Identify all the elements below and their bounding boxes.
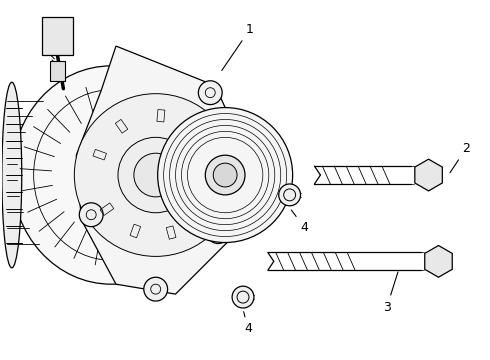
Circle shape xyxy=(205,155,245,195)
Ellipse shape xyxy=(2,82,22,268)
Bar xyxy=(188,214,200,228)
Bar xyxy=(205,149,219,160)
Bar xyxy=(100,203,114,215)
Bar xyxy=(49,61,65,81)
Circle shape xyxy=(144,277,168,301)
Bar xyxy=(205,190,219,201)
Text: 1: 1 xyxy=(222,23,254,71)
Circle shape xyxy=(79,203,103,227)
Text: 3: 3 xyxy=(383,272,398,314)
Text: 4: 4 xyxy=(292,210,309,234)
Circle shape xyxy=(158,108,293,243)
Bar xyxy=(157,109,165,122)
Circle shape xyxy=(279,184,300,206)
Polygon shape xyxy=(425,246,452,277)
Bar xyxy=(115,120,128,133)
Text: 2: 2 xyxy=(450,142,470,173)
Bar xyxy=(188,123,200,136)
Polygon shape xyxy=(415,159,442,191)
Circle shape xyxy=(213,163,237,187)
Bar xyxy=(166,226,176,239)
Ellipse shape xyxy=(12,66,210,284)
Text: 4: 4 xyxy=(244,312,252,336)
Circle shape xyxy=(206,220,230,243)
Bar xyxy=(93,149,106,160)
Circle shape xyxy=(198,81,222,105)
Circle shape xyxy=(118,137,194,213)
Polygon shape xyxy=(76,46,240,294)
Bar xyxy=(42,17,74,55)
Circle shape xyxy=(232,286,254,308)
Bar xyxy=(130,224,141,238)
Circle shape xyxy=(74,94,237,256)
Circle shape xyxy=(134,153,177,197)
